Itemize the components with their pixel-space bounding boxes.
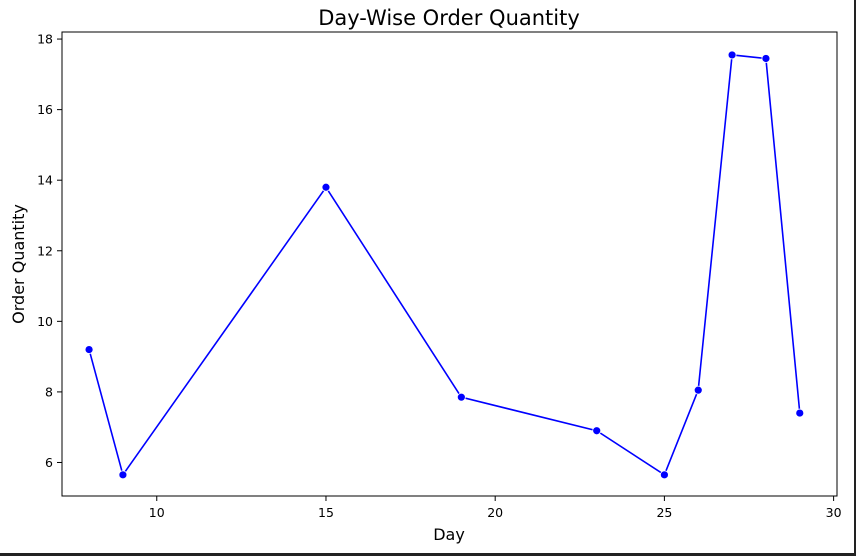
data-point <box>84 345 94 354</box>
x-axis: 10 15 20 25 30 <box>149 496 842 520</box>
data-point <box>118 470 128 480</box>
series-line <box>88 54 801 477</box>
y-tick-label: 8 <box>45 384 53 399</box>
y-tick-label: 6 <box>45 455 53 470</box>
plot-frame <box>61 31 838 497</box>
x-axis-label: Day <box>433 525 465 544</box>
y-tick-label: 14 <box>37 173 53 188</box>
data-point <box>795 408 805 418</box>
data-point <box>592 426 602 436</box>
x-tick-label: 25 <box>656 505 672 520</box>
data-point <box>660 470 669 480</box>
x-tick-label: 30 <box>826 505 842 520</box>
y-tick-label: 18 <box>37 32 53 47</box>
y-axis: 6 8 10 12 14 16 18 <box>37 32 62 470</box>
y-tick-label: 10 <box>37 314 53 329</box>
data-point <box>761 54 771 63</box>
y-tick-label: 16 <box>37 102 53 117</box>
x-tick-label: 10 <box>149 505 165 520</box>
data-point <box>727 50 737 60</box>
data-point <box>321 182 331 192</box>
x-tick-label: 20 <box>487 505 503 520</box>
y-tick-label: 12 <box>37 243 53 258</box>
chart-title: Day-Wise Order Quantity <box>318 6 580 30</box>
data-point <box>693 385 703 395</box>
plot-area: 10 15 20 25 30 6 8 10 12 14 16 18 <box>37 31 842 520</box>
series-markers <box>84 50 805 480</box>
x-tick-label: 15 <box>318 505 334 520</box>
data-point <box>456 392 466 402</box>
y-axis-label: Order Quantity <box>9 204 28 324</box>
